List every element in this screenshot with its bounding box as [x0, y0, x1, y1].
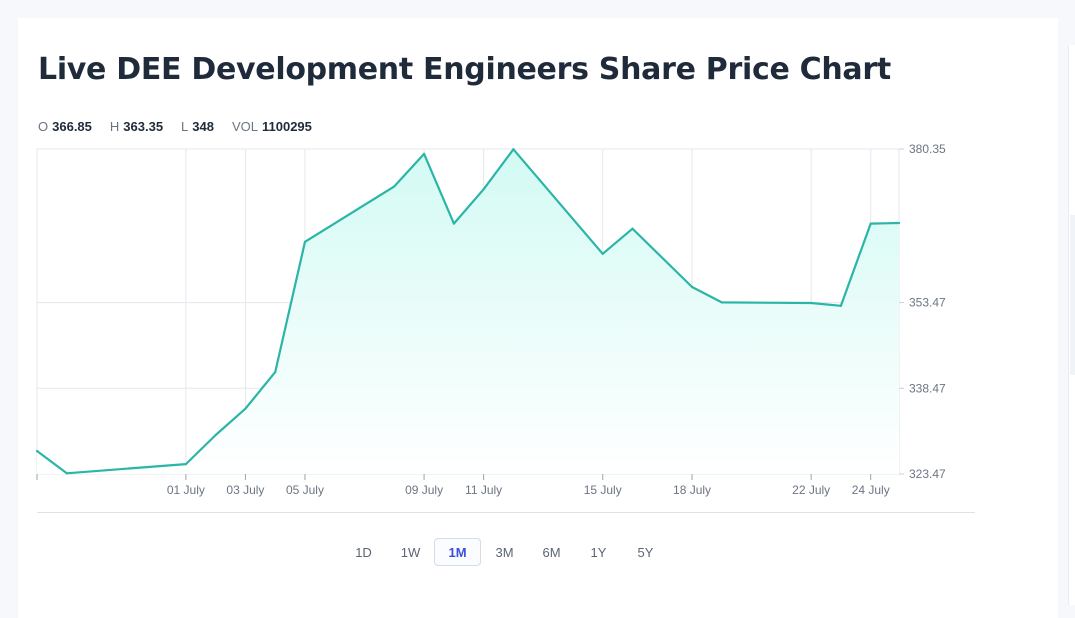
x-tick-label: 05 July	[286, 483, 324, 497]
range-button-1d[interactable]: 1D	[355, 545, 372, 560]
x-tick-label: 03 July	[226, 483, 264, 497]
low-label: L	[181, 119, 189, 134]
price-point	[65, 472, 68, 475]
price-point	[690, 285, 694, 289]
price-point	[631, 227, 634, 230]
price-point	[601, 252, 604, 255]
price-point	[35, 449, 39, 453]
x-tick-label: 01 July	[167, 483, 205, 497]
chart-divider	[37, 512, 975, 513]
high-value: 363.35	[123, 119, 164, 134]
price-point	[810, 301, 813, 305]
price-point	[184, 463, 187, 466]
price-point	[869, 222, 872, 225]
side-panel-edge	[1068, 45, 1075, 605]
chart-axes: 380.35 353.47 338.47 323.47 01 July 03 July 05…	[36, 142, 946, 497]
price-point	[393, 185, 396, 188]
range-button-1w[interactable]: 1W	[400, 545, 421, 560]
price-point	[214, 433, 217, 437]
open-stat: O 366.85	[38, 119, 92, 134]
price-point	[720, 301, 723, 304]
price-chart[interactable]: 380.35 353.47 338.47 323.47 01 July 03 July 05…	[0, 0, 1075, 599]
x-tick-label: 15 July	[584, 483, 622, 497]
range-button-5y[interactable]: 5Y	[637, 545, 654, 560]
high-label: H	[109, 119, 120, 134]
x-tick-label: 09 July	[405, 483, 443, 497]
high-stat: H 363.35	[110, 119, 163, 134]
price-point	[303, 240, 307, 243]
price-point	[452, 222, 455, 225]
volume-label: VOL	[231, 119, 258, 134]
range-button-3m[interactable]: 3M	[495, 545, 514, 560]
price-point	[512, 148, 515, 151]
side-panel-strip	[1070, 215, 1075, 375]
range-button-1y[interactable]: 1Y	[590, 545, 607, 560]
price-area-fill	[37, 149, 899, 475]
time-range-selector: 1D 1W 1M 3M 6M 1Y 5Y	[340, 538, 669, 566]
x-tick-label: 18 July	[673, 483, 711, 497]
y-tick-label: 353.47	[909, 296, 946, 310]
price-point	[274, 371, 277, 374]
price-point	[422, 152, 426, 155]
chart-area-layer	[35, 148, 901, 475]
y-tick-label: 380.35	[909, 142, 946, 156]
x-tick-label: 11 July	[465, 483, 502, 497]
open-value: 366.85	[52, 119, 92, 134]
volume-stat: VOL 1100295	[232, 119, 312, 134]
page-title: Live DEE Development Engineers Share Pri…	[38, 52, 891, 87]
x-tick-label: 24 July	[852, 483, 890, 497]
y-tick-label: 323.47	[909, 467, 946, 481]
price-point	[244, 407, 247, 410]
open-label: O	[38, 119, 49, 134]
low-stat: L 348	[181, 119, 214, 134]
range-button-6m[interactable]: 6M	[542, 545, 561, 560]
range-button-1m[interactable]: 1M	[434, 538, 481, 566]
y-tick-label: 338.47	[909, 381, 946, 395]
low-value: 348	[192, 119, 214, 134]
price-line	[36, 148, 900, 475]
x-tick-label: 22 July	[792, 483, 830, 497]
ohlc-stats: O 366.85 H 363.35 L 348 VOL 1100295	[38, 119, 312, 134]
volume-value: 1100295	[262, 119, 312, 134]
price-point	[839, 304, 843, 307]
price-point	[482, 188, 485, 191]
price-point	[897, 221, 901, 225]
